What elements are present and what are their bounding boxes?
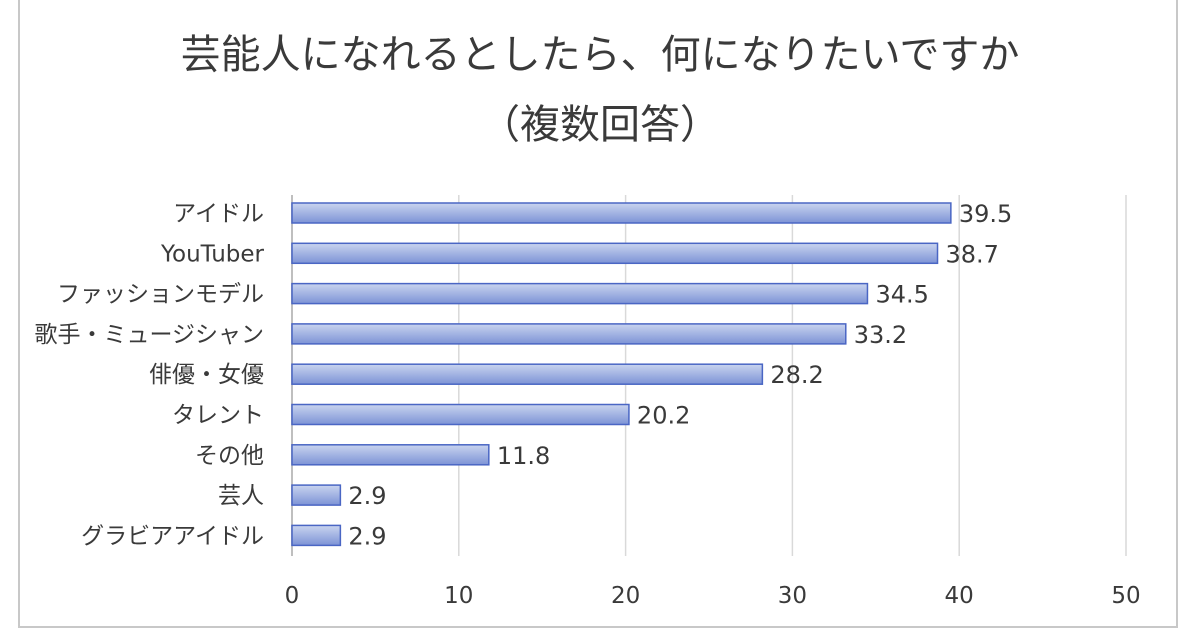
chart-title: 芸能人になれるとしたら、何になりたいですか bbox=[180, 32, 1020, 78]
bar-4 bbox=[291, 363, 764, 385]
bar-0 bbox=[291, 202, 952, 224]
category-label-3: 歌手・ミュージシャン bbox=[34, 322, 264, 348]
chart-subtitle: （複数回答） bbox=[480, 102, 720, 148]
category-label-8: グラビアアイドル bbox=[81, 523, 264, 549]
x-tick-label-40: 40 bbox=[945, 583, 974, 609]
x-tick-label-30: 30 bbox=[778, 583, 807, 609]
category-label-2: ファッションモデル bbox=[57, 282, 264, 308]
value-label-0: 39.5 bbox=[959, 200, 1012, 228]
value-label-2: 34.5 bbox=[875, 281, 928, 309]
bar-3 bbox=[291, 323, 847, 345]
category-label-0: アイドル bbox=[173, 201, 264, 227]
value-label-3: 33.2 bbox=[854, 321, 907, 349]
x-tick-label-20: 20 bbox=[611, 583, 640, 609]
category-label-6: その他 bbox=[195, 443, 264, 469]
category-label-1: YouTuber bbox=[160, 241, 265, 267]
value-label-8: 2.9 bbox=[348, 522, 386, 550]
bar-2 bbox=[291, 282, 869, 305]
bar-6 bbox=[291, 444, 490, 466]
bar-7 bbox=[291, 484, 342, 506]
category-label-4: 俳優・女優 bbox=[149, 362, 264, 388]
value-label-4: 28.2 bbox=[770, 361, 823, 389]
value-label-7: 2.9 bbox=[348, 482, 386, 510]
x-tick-label-50: 50 bbox=[1111, 583, 1140, 609]
x-tick-label-10: 10 bbox=[444, 583, 473, 609]
value-label-6: 11.8 bbox=[497, 442, 550, 470]
x-tick-label-0: 0 bbox=[285, 583, 300, 609]
chart-frame bbox=[18, 0, 1178, 628]
category-label-5: タレント bbox=[172, 403, 264, 429]
value-label-1: 38.7 bbox=[946, 240, 999, 268]
labels: 39.5 アイドル 38.7 YouTuber 34.5 ファッションモデル 33.2 歌手・… bbox=[34, 200, 1140, 609]
bar-5 bbox=[291, 403, 630, 426]
bar-1 bbox=[291, 242, 939, 265]
bars bbox=[291, 202, 952, 547]
bar-8 bbox=[291, 524, 342, 547]
category-label-7: 芸人 bbox=[218, 483, 264, 509]
value-label-5: 20.2 bbox=[637, 402, 690, 430]
